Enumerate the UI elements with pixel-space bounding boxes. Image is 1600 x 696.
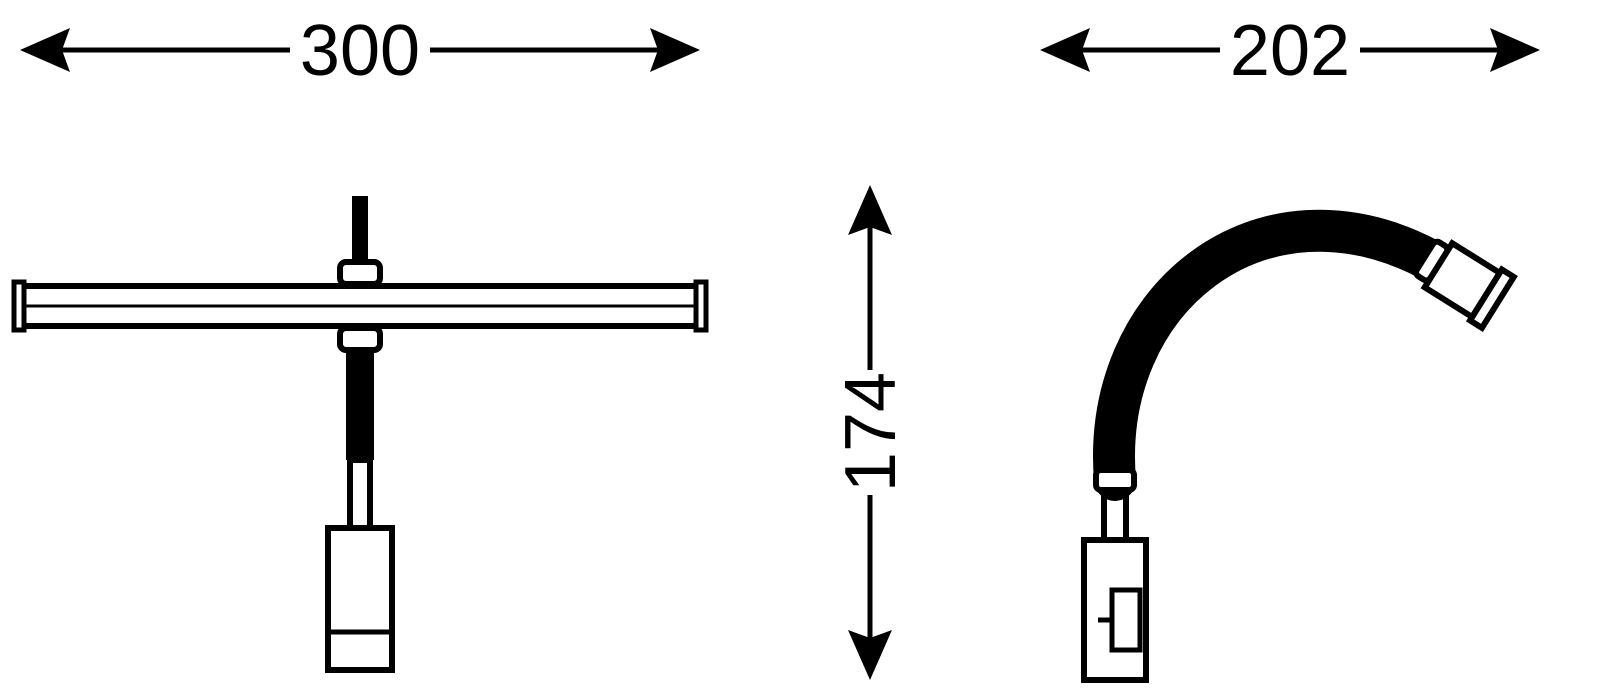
side-view xyxy=(1084,231,1514,680)
dim-height-label: 174 xyxy=(831,372,911,492)
gooseneck-arc xyxy=(1114,231,1430,480)
light-bar xyxy=(14,282,706,330)
flex-arm-front xyxy=(340,328,380,530)
mount-clip-side xyxy=(1084,540,1146,680)
mount-clip-front xyxy=(328,528,392,670)
dimension-width-right: 202 xyxy=(1040,11,1540,91)
dimension-height: 174 xyxy=(831,185,911,680)
dim-width-right-label: 202 xyxy=(1230,11,1350,91)
front-view xyxy=(14,196,706,670)
dim-width-left-label: 300 xyxy=(300,11,420,91)
top-stem xyxy=(340,196,380,284)
collar-side-bottom xyxy=(1096,470,1134,490)
dimension-width-left: 300 xyxy=(20,11,700,91)
